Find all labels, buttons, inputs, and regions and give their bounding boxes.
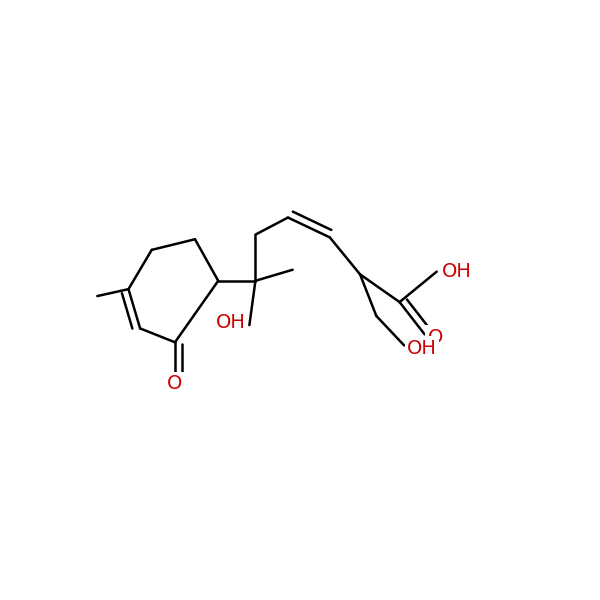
Text: OH: OH — [216, 313, 245, 332]
Text: OH: OH — [407, 339, 437, 358]
Text: O: O — [427, 328, 443, 347]
Text: OH: OH — [442, 262, 472, 281]
Text: O: O — [167, 374, 182, 394]
